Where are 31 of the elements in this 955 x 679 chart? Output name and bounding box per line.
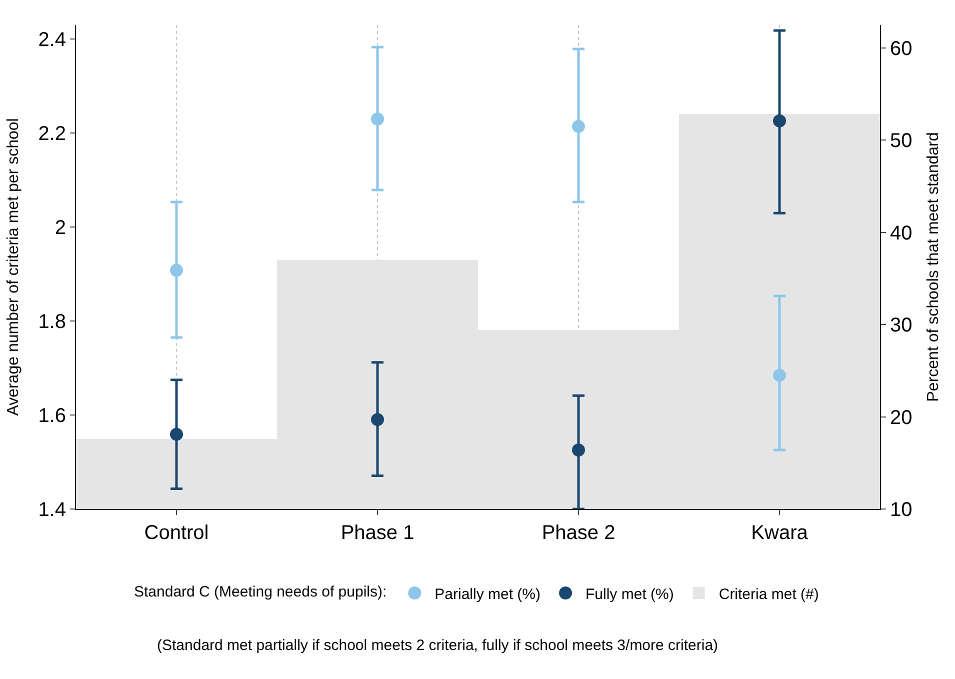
y2-tick-label: 60	[890, 38, 912, 60]
y2-axis-title: Percent of schools that meet standard	[924, 132, 942, 402]
y-tick-label: 1.4	[38, 499, 66, 521]
x-tick-label: Kwara	[751, 522, 809, 544]
legend-label: Parially met (%)	[434, 586, 541, 603]
legend-title: Standard C (Meeting needs of pupils):	[134, 583, 387, 600]
x-tick-label: Phase 2	[542, 522, 616, 544]
point	[572, 444, 585, 456]
text: (Standard met partially if school meets 2 criteria, fully if school meets 3/more criteria)	[157, 637, 718, 654]
x-tick-label: Control	[144, 522, 209, 544]
y-tick-label: 2.4	[38, 29, 66, 52]
y-axis-title: Average number of criteria met per school	[5, 118, 22, 416]
y-tick-label: 1.8	[38, 311, 66, 334]
point	[773, 368, 786, 382]
x-tick-label: Phase 1	[340, 522, 414, 544]
point	[170, 264, 183, 277]
y2-tick-label: 40	[890, 222, 912, 244]
legend-label: Criteria met (#)	[718, 586, 819, 603]
y2-tick-label: 30	[890, 314, 912, 337]
point	[371, 112, 384, 126]
point	[773, 114, 786, 128]
y2-tick-label: 10	[890, 499, 912, 521]
y2-tick-label: 20	[890, 406, 912, 429]
y-tick-label: 2	[54, 217, 66, 240]
point	[572, 120, 585, 133]
point	[170, 428, 183, 441]
legend-label: Fully met (%)	[586, 586, 674, 603]
y-tick-label: 1.6	[38, 405, 66, 428]
y2-tick-label: 50	[890, 130, 912, 152]
y-tick-label: 2.2	[38, 123, 66, 146]
point	[371, 413, 384, 426]
